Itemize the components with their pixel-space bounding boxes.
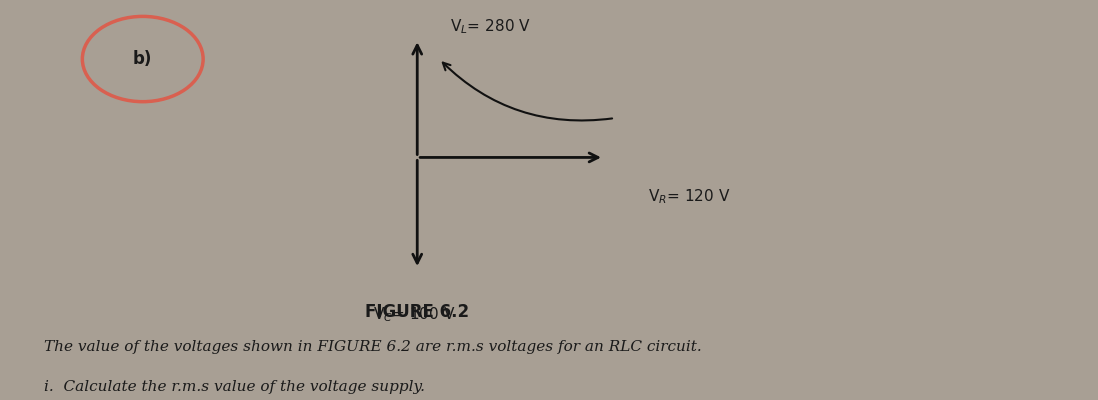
Text: V$_R$= 120 V: V$_R$= 120 V (648, 188, 730, 206)
Text: The value of the voltages shown in FIGURE 6.2 are r.m.s voltages for an RLC circ: The value of the voltages shown in FIGUR… (44, 340, 702, 354)
Text: V$_L$= 280 V: V$_L$= 280 V (450, 17, 531, 36)
Text: V$_C$= 100 V: V$_C$= 100 V (373, 306, 456, 324)
Text: i.  Calculate the r.m.s value of the voltage supply.: i. Calculate the r.m.s value of the volt… (44, 380, 425, 394)
Text: FIGURE 6.2: FIGURE 6.2 (366, 304, 469, 322)
Text: b): b) (133, 50, 153, 68)
